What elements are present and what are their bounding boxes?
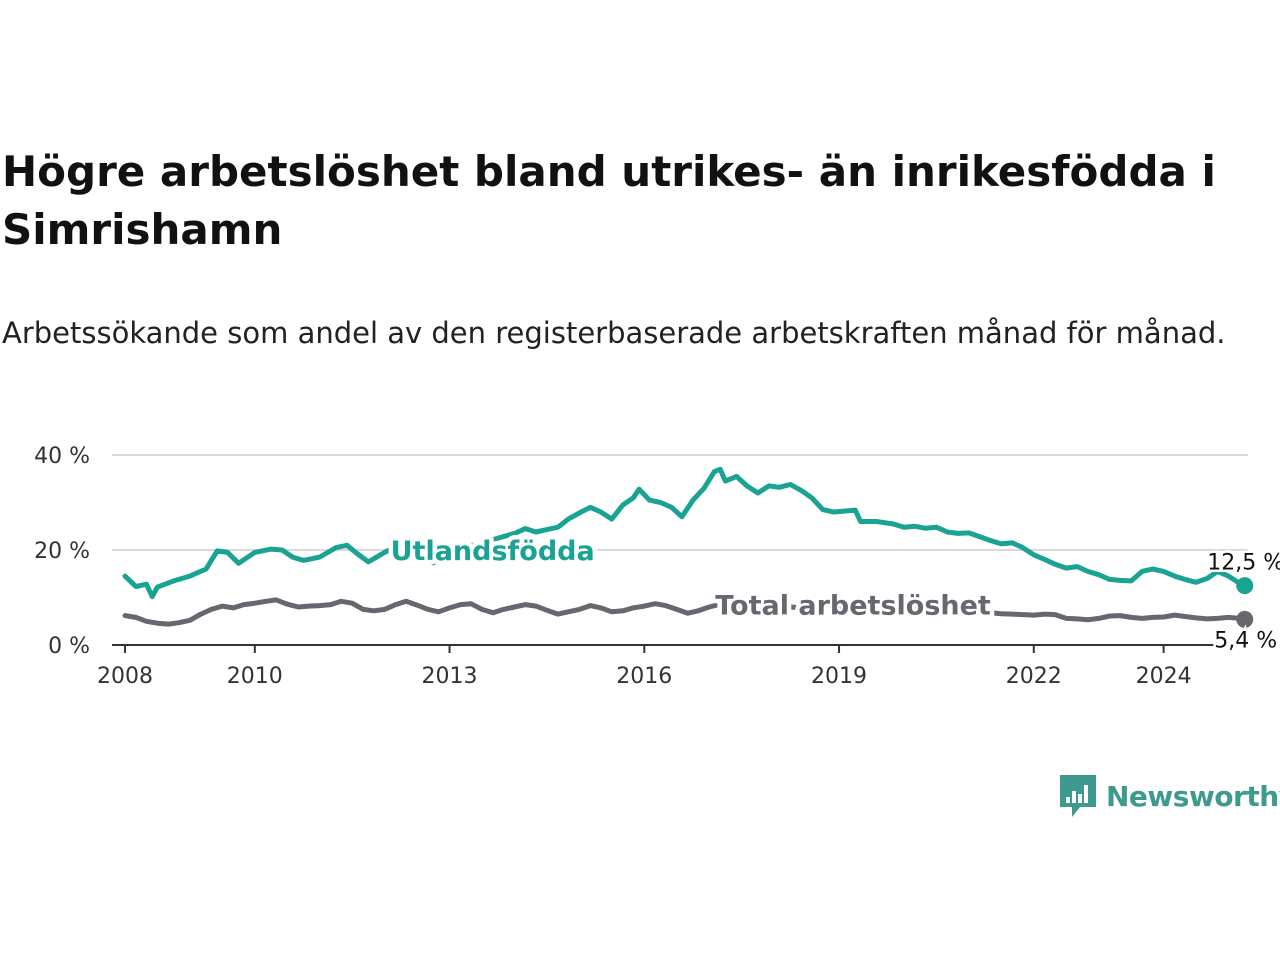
series-end-label-1: 5,4 %	[1214, 628, 1277, 653]
x-tick-label: 2022	[1006, 664, 1062, 689]
brand-name: Newsworthy	[1106, 779, 1280, 813]
x-tick-label: 2024	[1136, 664, 1192, 689]
grid-lines	[112, 454, 1248, 551]
series-end-label-0: 12,5 %	[1207, 551, 1280, 576]
x-tick-label: 2008	[97, 664, 153, 689]
y-tick-label: 20 %	[34, 539, 90, 564]
line-chart: 0 % 20 % 40 % 2008 2010 2013 2016 2019 2022 2024…	[34, 444, 1280, 689]
x-tick-label: 2016	[616, 664, 672, 689]
newsworthy-logo-icon	[1060, 775, 1096, 817]
series-name-label-0: Utlandsfödda	[391, 536, 595, 567]
series-line-1	[122, 597, 1248, 627]
x-axis: 2008 2010 2013 2016 2019 2022 2024	[97, 644, 1248, 689]
y-tick-label: 0 %	[48, 634, 90, 659]
x-tick-label: 2010	[227, 664, 283, 689]
series-lines	[122, 466, 1254, 628]
y-tick-label: 40 %	[34, 444, 90, 469]
series-line-0	[122, 466, 1248, 600]
series-labels: 12,5 % 5,4 % Utlandsfödda Total arbetslöshe…	[386, 532, 1280, 656]
brand-logo: Newsworthy	[1058, 772, 1280, 820]
chart-subtitle: Arbetssökande som andel av den registerb…	[2, 316, 1226, 350]
chart-title: Högre arbetslöshet bland utrikes- än inr…	[2, 147, 1216, 254]
y-axis-ticks: 0 % 20 % 40 %	[34, 444, 90, 659]
series-end-point-1	[1236, 610, 1254, 628]
series-end-point-0	[1236, 577, 1254, 595]
x-tick-label: 2019	[811, 664, 867, 689]
x-tick-label: 2013	[422, 664, 478, 689]
series-name-label-1: Total arbetslöshet	[715, 591, 991, 622]
